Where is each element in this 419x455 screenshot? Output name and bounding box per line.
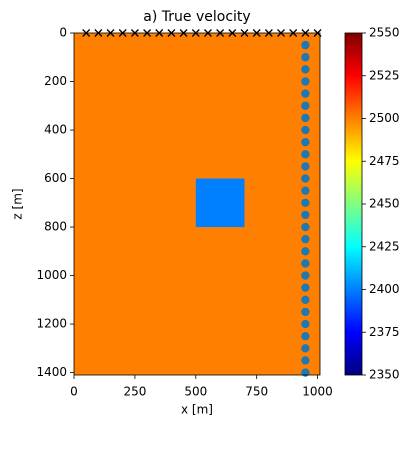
x-tick-label: 1000 xyxy=(302,385,333,399)
y-tick-label: 200 xyxy=(44,74,67,88)
receiver xyxy=(301,368,310,377)
receiver xyxy=(301,150,310,159)
receiver xyxy=(301,40,310,50)
receiver xyxy=(301,53,310,62)
colorbar-tick-label: 2450 xyxy=(369,197,400,211)
receiver xyxy=(301,89,310,98)
receiver xyxy=(301,247,310,256)
colorbar-tick-label: 2475 xyxy=(369,154,400,168)
colorbar-tick-label: 2400 xyxy=(369,282,400,296)
receiver xyxy=(301,198,310,207)
y-tick-label: 800 xyxy=(44,220,67,234)
receiver xyxy=(301,234,310,244)
receiver xyxy=(301,259,310,268)
y-tick-label: 0 xyxy=(59,26,67,40)
receiver xyxy=(301,162,310,171)
colorbar-tick-label: 2425 xyxy=(369,239,400,253)
receiver xyxy=(301,283,310,292)
colorbar-tick-label: 2525 xyxy=(369,68,400,82)
colorbar-tick-label: 2500 xyxy=(369,111,400,125)
colorbar-tick-label: 2350 xyxy=(369,368,400,382)
receiver xyxy=(301,113,310,123)
y-axis-label: z [m] xyxy=(11,188,25,219)
receiver xyxy=(301,210,310,220)
receiver xyxy=(301,295,310,305)
plot-frame xyxy=(73,32,321,376)
receiver xyxy=(301,222,310,232)
receiver xyxy=(301,271,310,280)
receiver xyxy=(301,344,310,353)
y-tick-label: 1400 xyxy=(36,365,67,379)
anomaly xyxy=(195,178,245,228)
x-axis-label: x [m] xyxy=(181,403,213,417)
receiver xyxy=(301,356,310,365)
y-tick-label: 1200 xyxy=(36,317,67,331)
colorbar-tick-label: 2550 xyxy=(369,26,400,40)
x-tick-label: 0 xyxy=(70,385,78,399)
y-tick-label: 400 xyxy=(44,123,67,137)
colorbar-tick-label: 2375 xyxy=(369,325,400,339)
receiver xyxy=(301,186,310,195)
receiver xyxy=(301,65,310,74)
receiver xyxy=(301,137,310,147)
receiver xyxy=(301,307,310,317)
chart-title: a) True velocity xyxy=(143,9,250,25)
x-tick-label: 750 xyxy=(245,385,268,399)
receiver xyxy=(301,77,310,86)
receiver xyxy=(301,101,310,110)
y-tick-label: 1000 xyxy=(36,268,67,282)
receiver xyxy=(301,174,310,183)
receiver xyxy=(301,331,310,341)
colorbar xyxy=(344,32,363,376)
y-tick-label: 600 xyxy=(44,171,67,185)
receiver xyxy=(301,125,310,135)
receiver xyxy=(301,319,310,329)
x-tick-label: 250 xyxy=(123,385,146,399)
x-tick-label: 500 xyxy=(184,385,207,399)
